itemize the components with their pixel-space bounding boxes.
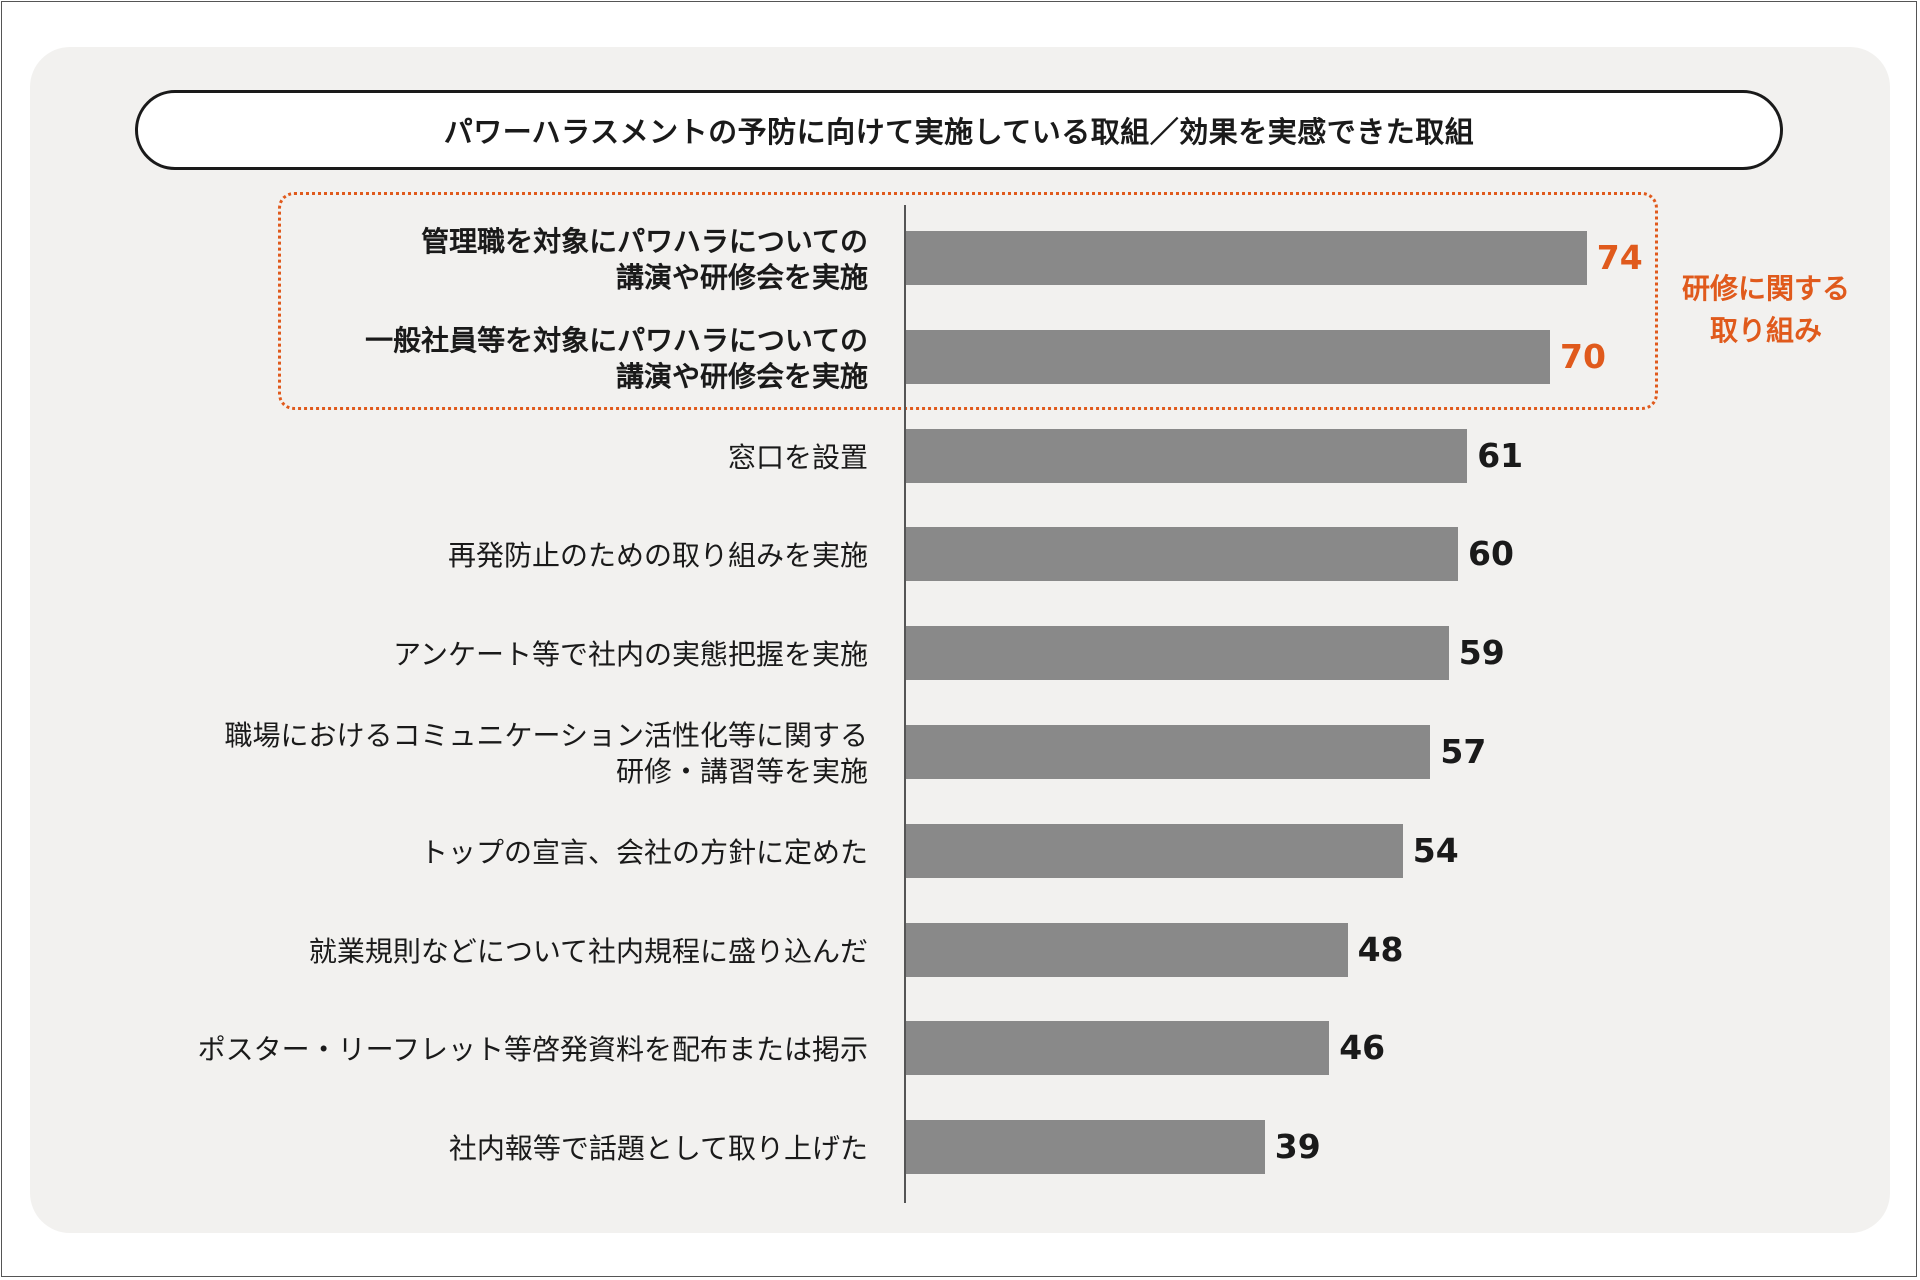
bar-9 — [906, 1021, 1330, 1076]
category-label-8-line-1: 就業規則などについて社内規程に盛り込んだ — [308, 934, 868, 968]
category-label-1-line-2: 講演や研修会を実施 — [615, 261, 868, 294]
category-label-6-line-2: 研修・講習等を実施 — [615, 755, 868, 788]
bar-8 — [906, 922, 1348, 977]
category-label-9-line-1: ポスター・リーフレット等啓発資料を配布または掲示 — [197, 1033, 868, 1067]
highlight-group-label: 研修に関する 取り組み — [1668, 268, 1864, 352]
highlight-group-label-line-2: 取り組み — [1709, 314, 1822, 347]
category-label-3-line-1: 窓口を設置 — [727, 440, 868, 474]
category-axis-line — [904, 205, 906, 1203]
category-label-2: 一般社員等を対象にパワハラについての 講演や研修会を実施 — [108, 323, 868, 395]
bar-6 — [906, 725, 1431, 779]
value-label-5: 59 — [1458, 633, 1505, 673]
highlight-group-box — [278, 192, 1658, 410]
bar-3 — [906, 428, 1468, 483]
category-label-5: アンケート等で社内の実態把握を実施 — [108, 637, 868, 673]
bar-5 — [906, 626, 1449, 681]
category-label-1: 管理職を対象にパワハラについての 講演や研修会を実施 — [108, 224, 868, 296]
bar-7 — [906, 823, 1403, 878]
value-label-1: 74 — [1596, 238, 1643, 277]
category-label-4: 再発防止のための取り組みを実施 — [108, 538, 868, 574]
category-label-4-line-1: 再発防止のための取り組みを実施 — [447, 539, 868, 573]
category-label-8: 就業規則などについて社内規程に盛り込んだ — [108, 934, 868, 970]
category-label-6: 職場におけるコミュニケーション活性化等に関する 研修・講習等を実施 — [108, 718, 868, 790]
category-label-2-line-2: 講演や研修会を実施 — [615, 359, 868, 393]
bar-4 — [906, 527, 1458, 582]
highlight-group-label-line-1: 研修に関する — [1681, 272, 1850, 305]
value-label-2: 70 — [1560, 336, 1606, 376]
category-label-3: 窓口を設置 — [108, 440, 868, 476]
value-label-4: 60 — [1468, 534, 1514, 574]
category-label-7-line-1: トップの宣言、会社の方針に定めた — [419, 835, 868, 869]
category-label-2-line-1: 一般社員等を対象にパワハラについての — [365, 323, 868, 357]
category-label-10-line-1: 社内報等で話題として取り上げた — [448, 1132, 868, 1166]
category-label-5-line-1: アンケート等で社内の実態把握を実施 — [393, 638, 868, 672]
category-label-1-line-1: 管理職を対象にパワハラについての — [421, 225, 868, 258]
value-label-8: 48 — [1357, 929, 1404, 969]
value-label-6: 57 — [1440, 732, 1487, 771]
bar-10 — [906, 1120, 1265, 1175]
bar-2 — [906, 329, 1550, 384]
value-label-7: 54 — [1412, 830, 1459, 870]
value-label-9: 46 — [1339, 1028, 1386, 1068]
category-label-10: 社内報等で話題として取り上げた — [108, 1131, 868, 1167]
chart-title: パワーハラスメントの予防に向けて実施している取組／効果を実感できた取組 — [135, 90, 1783, 170]
category-label-6-line-1: 職場におけるコミュニケーション活性化等に関する — [224, 719, 868, 752]
value-label-10: 39 — [1274, 1127, 1321, 1167]
category-label-9: ポスター・リーフレット等啓発資料を配布または掲示 — [108, 1032, 868, 1068]
category-label-7: トップの宣言、会社の方針に定めた — [108, 835, 868, 871]
value-label-3: 61 — [1477, 435, 1524, 475]
bar-1 — [906, 231, 1587, 285]
